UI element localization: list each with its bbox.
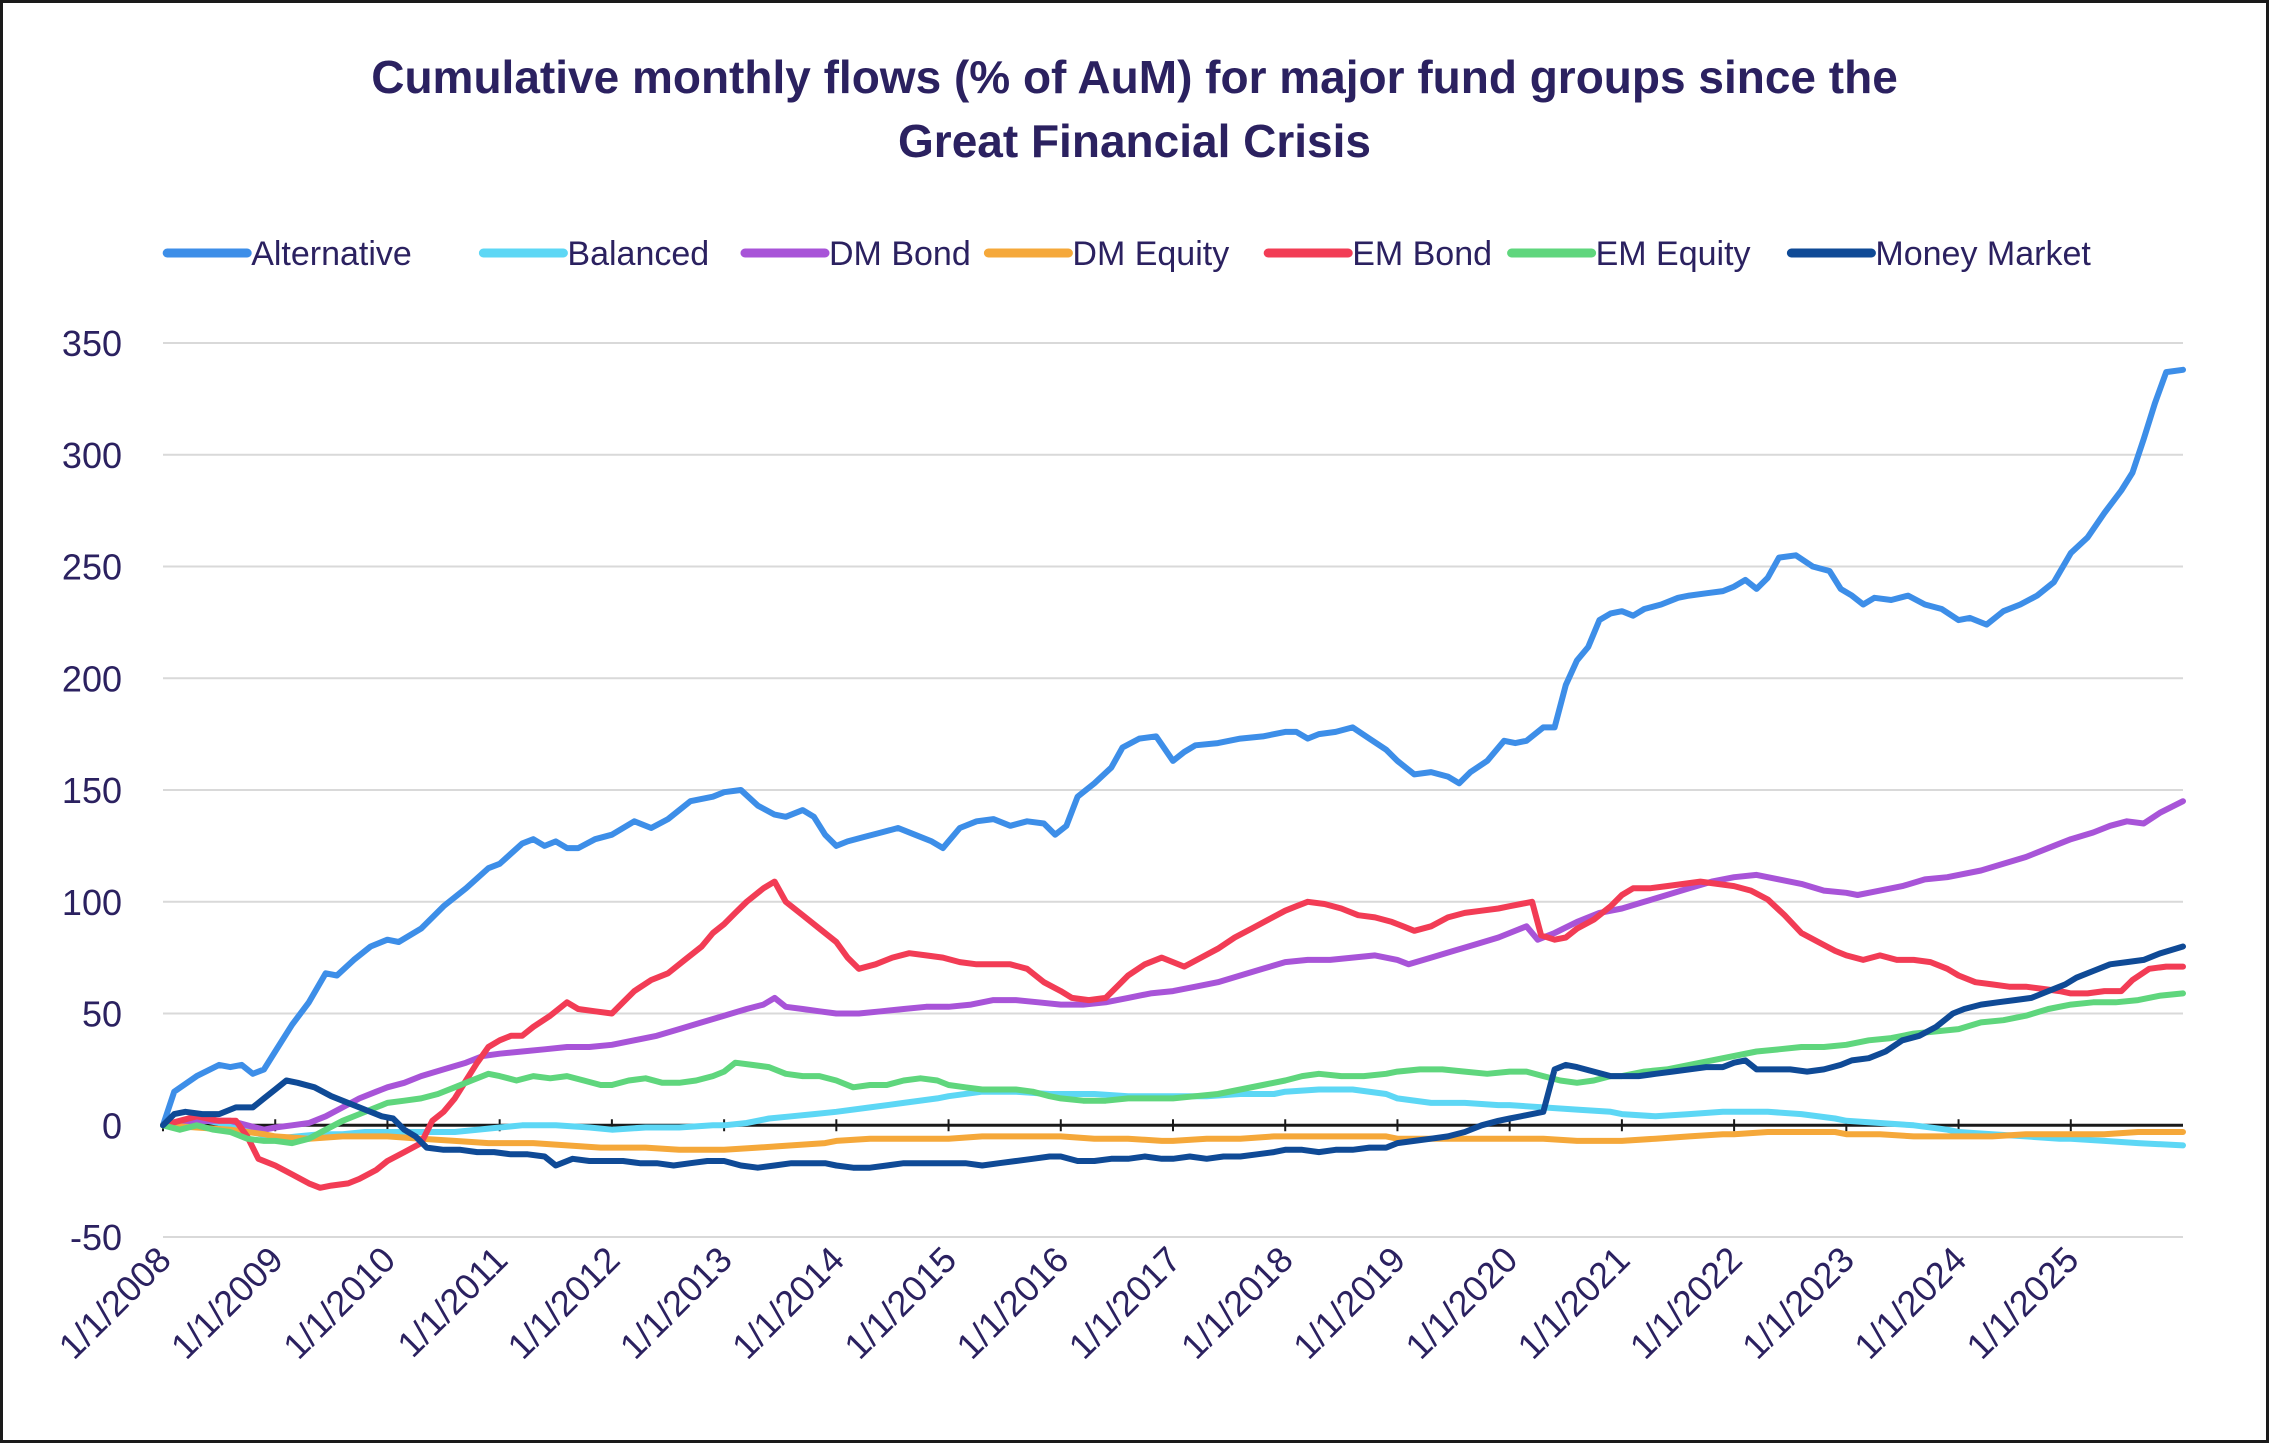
legend: Alternative Balanced DM Bond DM Equity EM Bo… xyxy=(162,235,2091,273)
series-line-alternative xyxy=(160,366,2186,1129)
y-tick-label: 350 xyxy=(62,323,122,364)
x-tick-label: 1/1/2018 xyxy=(1173,1239,1301,1367)
y-tick-label: 50 xyxy=(82,994,122,1035)
y-tick-label: 100 xyxy=(62,882,122,923)
x-tick-label: 1/1/2020 xyxy=(1397,1239,1525,1367)
x-tick-label: 1/1/2012 xyxy=(499,1239,627,1367)
series-line-dm-equity xyxy=(160,1122,2186,1153)
legend-label: EM Bond xyxy=(1352,235,1492,273)
chart-title-line-2: Great Financial Crisis xyxy=(898,115,1371,167)
x-tick-label: 1/1/2025 xyxy=(1958,1239,2086,1367)
x-tick-label: 1/1/2017 xyxy=(1061,1239,1189,1367)
series-lines xyxy=(160,366,2186,1191)
x-tick-label: 1/1/2015 xyxy=(836,1239,964,1367)
legend-label: EM Equity xyxy=(1596,235,1751,273)
axes: 350300250200150100500-501/1/20081/1/2009… xyxy=(51,323,2183,1367)
legend-item-alternative: Alternative xyxy=(162,235,412,273)
legend-label: DM Equity xyxy=(1072,235,1229,273)
y-tick-label: 0 xyxy=(102,1105,122,1146)
x-tick-label: 1/1/2010 xyxy=(275,1239,403,1367)
x-tick-label: 1/1/2011 xyxy=(389,1239,515,1365)
y-tick-label: 300 xyxy=(62,435,122,476)
y-tick-label: 200 xyxy=(62,658,122,699)
x-tick-label: 1/1/2024 xyxy=(1846,1239,1974,1367)
legend-item-em-bond: EM Bond xyxy=(1263,235,1492,273)
chart-title: Cumulative monthly flows (% of AuM) for … xyxy=(3,45,2266,173)
y-tick-label: 250 xyxy=(62,547,122,588)
y-tick-label: -50 xyxy=(70,1217,122,1258)
x-tick-label: 1/1/2013 xyxy=(612,1239,740,1367)
legend-item-balanced: Balanced xyxy=(478,235,709,273)
legend-item-dm-bond: DM Bond xyxy=(740,235,971,273)
legend-label: Money Market xyxy=(1875,235,2091,273)
y-tick-label: 150 xyxy=(62,770,122,811)
chart-title-line-1: Cumulative monthly flows (% of AuM) for … xyxy=(371,51,1898,103)
x-tick-label: 1/1/2016 xyxy=(948,1239,1076,1367)
series-line-em-equity xyxy=(160,990,2186,1147)
x-tick-label: 1/1/2014 xyxy=(724,1239,852,1367)
x-tick-label: 1/1/2022 xyxy=(1622,1239,1750,1367)
series-line-money-market xyxy=(160,943,2186,1171)
x-tick-label: 1/1/2009 xyxy=(163,1239,291,1367)
x-tick-label: 1/1/2023 xyxy=(1734,1239,1862,1367)
legend-item-money-market: Money Market xyxy=(1786,235,2091,273)
legend-label: Balanced xyxy=(567,235,709,273)
gridlines xyxy=(163,342,2183,1238)
x-tick-label: 1/1/2019 xyxy=(1285,1239,1413,1367)
series-line-em-bond xyxy=(160,878,2186,1191)
series-line-dm-bond xyxy=(160,798,2186,1133)
legend-item-dm-equity: DM Equity xyxy=(983,235,1229,273)
legend-label: DM Bond xyxy=(829,235,971,273)
x-tick-label: 1/1/2021 xyxy=(1509,1239,1637,1367)
legend-item-em-equity: EM Equity xyxy=(1507,235,1751,273)
legend-label: Alternative xyxy=(251,235,412,273)
